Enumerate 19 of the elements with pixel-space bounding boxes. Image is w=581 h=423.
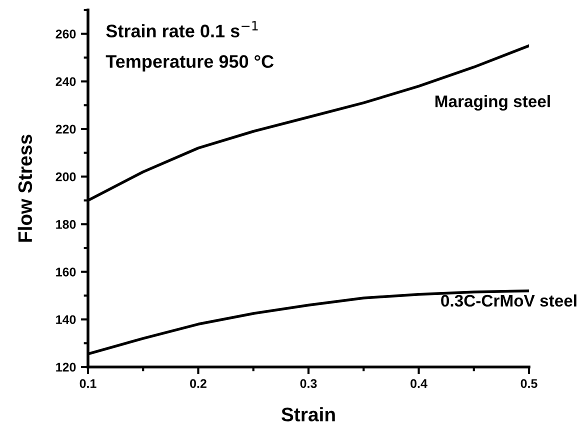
- x-tick-label: 0.3: [300, 379, 317, 388]
- y-tick-label: 240: [56, 77, 76, 86]
- x-tick-label: 0.5: [520, 379, 538, 388]
- series-label: 0.3C-CrMoV steel: [441, 294, 576, 307]
- y-tick-label: 260: [56, 30, 76, 38]
- series-label: Maraging steel: [435, 95, 550, 111]
- y-tick-label: 200: [56, 172, 76, 182]
- annotation: Temperature 950 °C: [106, 55, 274, 72]
- y-tick-label: 180: [56, 220, 76, 229]
- x-tick-label: 0.2: [190, 379, 206, 388]
- y-tick-label: 140: [56, 315, 76, 324]
- x-tick-label: 0.1: [80, 379, 96, 388]
- y-tick-label: 220: [56, 124, 76, 134]
- x-tick-label: 0.4: [410, 379, 428, 388]
- x-axis-title: Strain: [282, 407, 335, 422]
- y-tick-label: 120: [56, 362, 76, 372]
- y-tick-label: 160: [56, 268, 76, 276]
- y-axis-title: Flow Stress: [18, 134, 32, 242]
- annotation: Strain rate 0.1 s$^{−1}$: [106, 21, 258, 38]
